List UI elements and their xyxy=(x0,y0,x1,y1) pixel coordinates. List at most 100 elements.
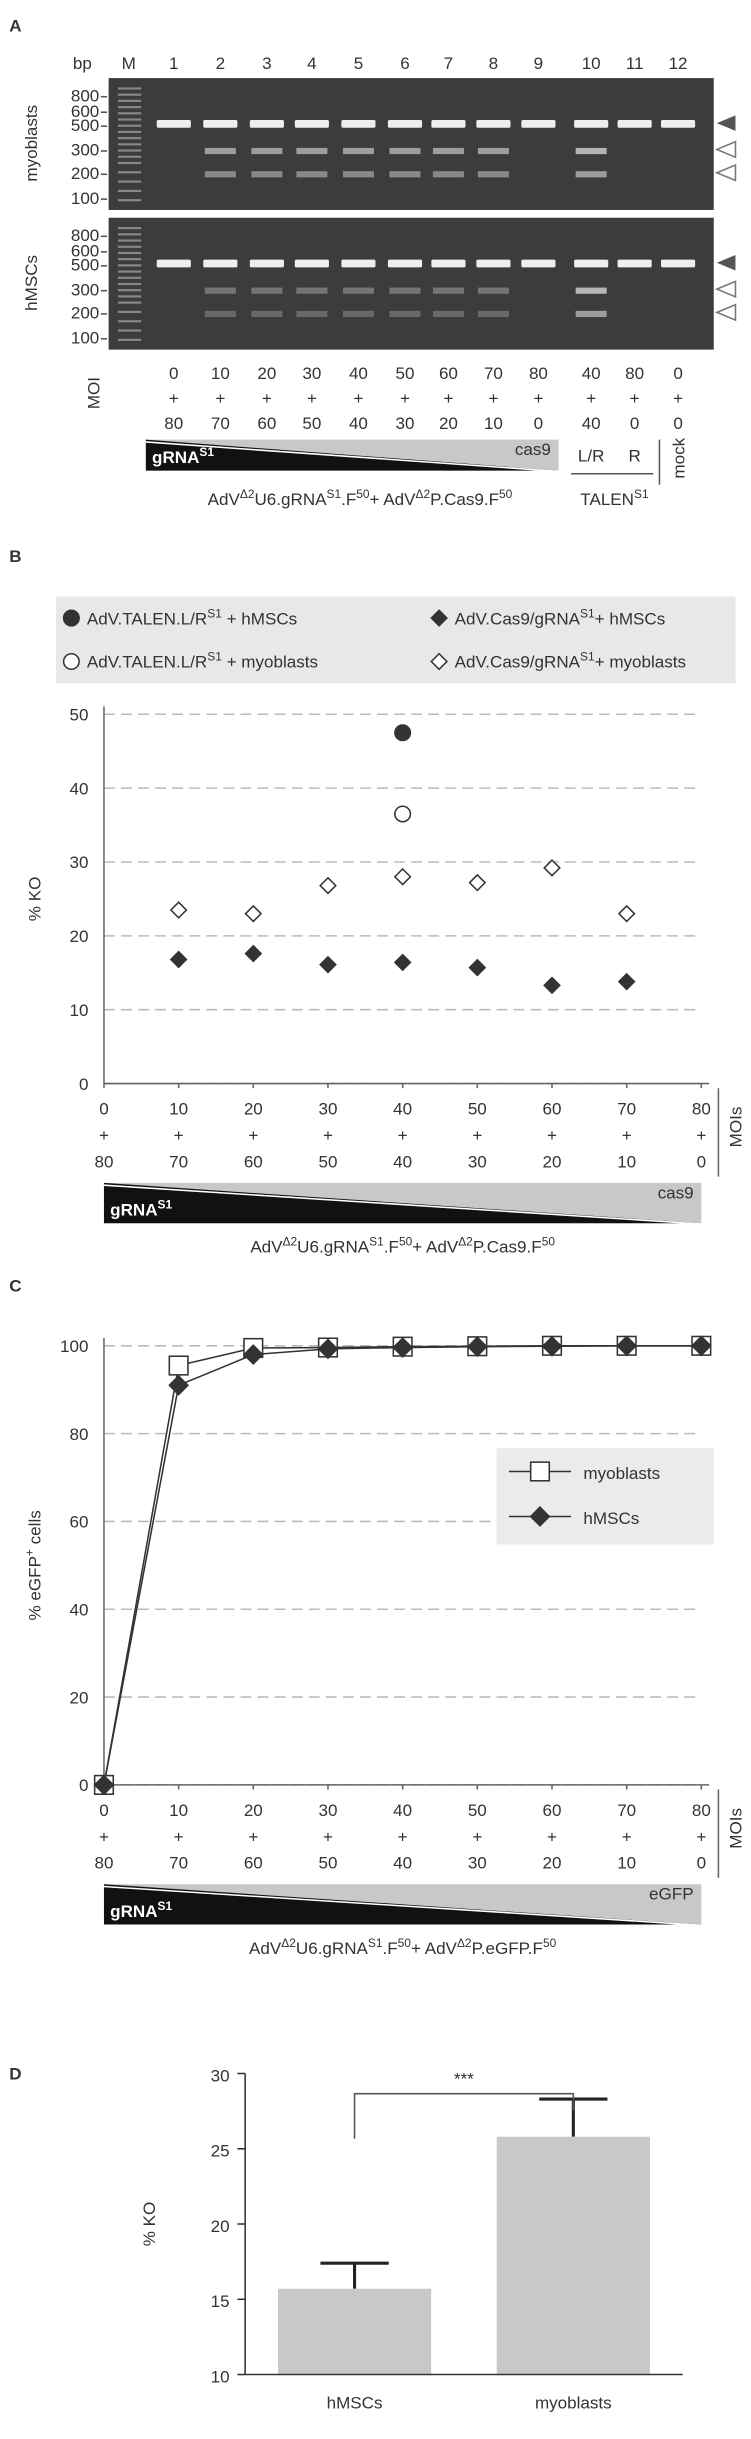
band xyxy=(296,310,328,318)
wedge-label: cas9 xyxy=(515,440,551,459)
x-tick-plus: + xyxy=(174,1126,184,1145)
x-tick-label: myoblasts xyxy=(535,2394,612,2413)
gel xyxy=(108,217,714,350)
text-part: + hMSCs xyxy=(595,609,666,628)
x-tick-label: 80 xyxy=(692,1801,711,1820)
moi-value: + xyxy=(400,389,410,408)
band xyxy=(575,287,607,294)
text-part: % eGFP xyxy=(25,1556,44,1620)
x-tick-label: 40 xyxy=(393,1801,412,1820)
superscript: Δ2 xyxy=(281,1936,296,1950)
text-part: .F xyxy=(341,490,356,509)
moi-value: 0 xyxy=(630,414,639,433)
x-tick-plus: + xyxy=(99,1827,109,1846)
text-part: .F xyxy=(383,1939,398,1958)
text-part: gRNA xyxy=(110,1200,157,1219)
x-tick-label: 0 xyxy=(99,1801,108,1820)
ladder-label: 600 xyxy=(71,102,99,121)
marker xyxy=(617,904,636,923)
x-tick-label: hMSCs xyxy=(327,2394,383,2413)
ladder-band xyxy=(117,199,142,202)
moi-value: 20 xyxy=(257,364,276,383)
ladder-band xyxy=(117,320,142,323)
bar xyxy=(496,2136,650,2375)
band xyxy=(432,147,464,155)
x-tick-plus: + xyxy=(622,1126,632,1145)
ladder-band xyxy=(117,310,142,314)
moi-value: 30 xyxy=(302,364,321,383)
band xyxy=(477,171,509,178)
band xyxy=(296,171,328,178)
panel-label: C xyxy=(9,1276,21,1295)
band xyxy=(251,287,283,294)
ladder-band xyxy=(117,239,142,242)
x-tick-label: 50 xyxy=(468,1100,487,1119)
marker xyxy=(319,876,337,895)
superscript: Δ2 xyxy=(416,487,431,501)
y-tick-label: 50 xyxy=(69,705,88,724)
x-tick-label-lower: 20 xyxy=(543,1152,562,1171)
ladder-band xyxy=(117,251,142,255)
wedge-label: cas9 xyxy=(658,1183,694,1202)
legend-box xyxy=(496,1448,714,1545)
ladder-band xyxy=(117,87,142,90)
x-tick-plus: + xyxy=(174,1827,184,1846)
x-tick-label: 60 xyxy=(543,1100,562,1119)
x-tick-plus: + xyxy=(398,1827,408,1846)
caption: AdVΔ2U6.gRNAS1.F50+ AdVΔ2P.Cas9.F50 xyxy=(208,487,513,509)
ladder-band xyxy=(117,143,142,146)
moi-value: 70 xyxy=(211,414,230,433)
ladder-label: 800 xyxy=(71,86,99,105)
y-tick-label: 40 xyxy=(69,1600,88,1619)
marker xyxy=(468,873,487,892)
superscript: S1 xyxy=(158,1899,173,1913)
moi-value: 30 xyxy=(395,414,414,433)
caption: TALENS1 xyxy=(580,487,649,509)
band xyxy=(203,119,238,128)
text-part: + AdV xyxy=(412,1238,459,1257)
band xyxy=(477,310,509,318)
superscript: S1 xyxy=(580,606,595,620)
wedge-label: eGFP xyxy=(649,1885,694,1904)
text-part: U6.gRNA xyxy=(255,490,328,509)
moi-value: + xyxy=(215,389,225,408)
x-tick-plus: + xyxy=(99,1126,109,1145)
moi-value: + xyxy=(630,389,640,408)
moi-value: 50 xyxy=(302,414,321,433)
marker xyxy=(543,859,561,877)
band xyxy=(294,259,329,268)
text-part: + AdV xyxy=(370,490,417,509)
moi-value: 40 xyxy=(349,364,368,383)
annotation: *** xyxy=(454,2069,474,2088)
band xyxy=(575,310,607,318)
ladder-band xyxy=(117,329,142,332)
moi-value: 80 xyxy=(529,364,548,383)
band xyxy=(574,259,609,268)
band xyxy=(387,259,423,268)
ladder-label: 500 xyxy=(71,116,99,135)
ladder-label: 200 xyxy=(71,164,99,183)
y-tick-label: 30 xyxy=(69,853,88,872)
gel xyxy=(108,78,714,210)
arrow xyxy=(714,163,737,182)
x-tick-label-lower: 50 xyxy=(318,1152,337,1171)
y-axis-label: % KO xyxy=(140,2202,159,2247)
lane-label: 11 xyxy=(626,54,644,73)
moi-value: 0 xyxy=(169,364,178,383)
text-part: gRNA xyxy=(110,1902,157,1921)
band xyxy=(575,171,607,178)
superscript: S1 xyxy=(634,487,649,501)
x-tick-label: 50 xyxy=(468,1801,487,1820)
band xyxy=(251,171,283,178)
band xyxy=(617,119,652,128)
superscript: + xyxy=(22,1549,36,1556)
x-tick-label: 20 xyxy=(244,1801,263,1820)
x-tick-label-lower: 60 xyxy=(244,1854,263,1873)
ladder-band xyxy=(117,301,142,304)
moi-value: 50 xyxy=(395,364,414,383)
ladder-band xyxy=(117,155,142,158)
text-part: U6.gRNA xyxy=(297,1238,370,1257)
x-tick-label: 10 xyxy=(169,1100,188,1119)
superscript: S1 xyxy=(207,606,222,620)
